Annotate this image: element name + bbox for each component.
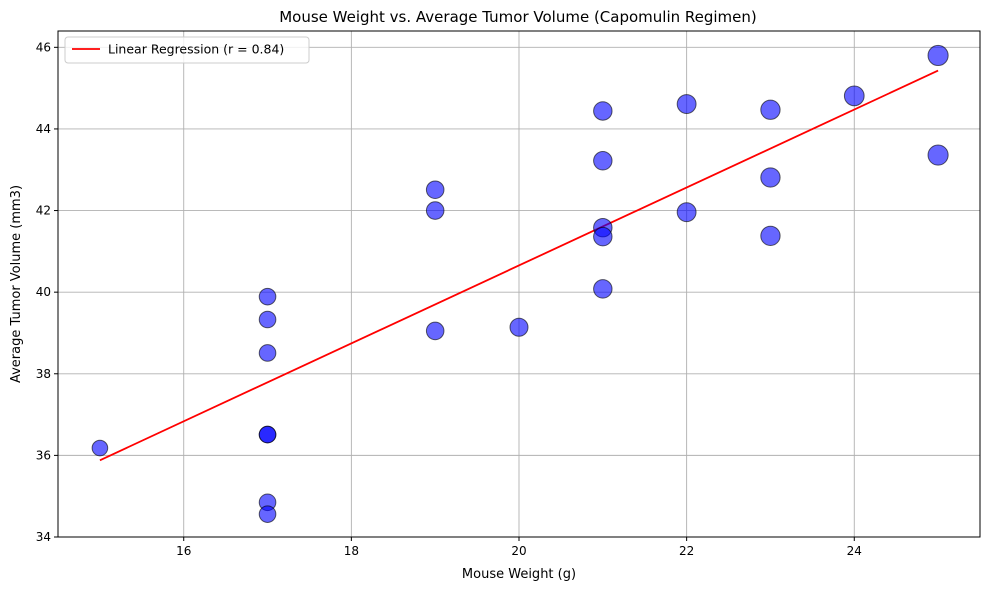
legend-box bbox=[64, 36, 310, 64]
y-tick-label: 34 bbox=[36, 530, 51, 544]
x-tick-label: 20 bbox=[511, 544, 526, 558]
data-points bbox=[91, 44, 949, 523]
data-point bbox=[509, 317, 529, 337]
y-tick-label: 44 bbox=[36, 122, 51, 136]
x-axis-label: Mouse Weight (g) bbox=[462, 567, 576, 582]
data-point bbox=[258, 344, 277, 362]
x-tick-label: 16 bbox=[176, 544, 191, 558]
regression-line bbox=[99, 69, 939, 462]
data-point bbox=[760, 167, 781, 188]
data-point bbox=[91, 439, 109, 457]
data-point bbox=[927, 144, 949, 166]
data-point bbox=[676, 94, 697, 114]
y-axis-label: Average Tumor Volume (mm3) bbox=[9, 185, 24, 383]
data-point bbox=[425, 321, 445, 341]
data-point bbox=[258, 287, 277, 306]
chart-title: Mouse Weight vs. Average Tumor Volume (C… bbox=[279, 8, 757, 26]
y-tick-label: 38 bbox=[36, 367, 51, 381]
legend: Linear Regression (r = 0.84) bbox=[64, 36, 310, 64]
data-point bbox=[927, 44, 949, 67]
data-point bbox=[258, 310, 277, 329]
data-point bbox=[843, 85, 865, 107]
data-point bbox=[760, 99, 781, 120]
data-point bbox=[760, 225, 781, 247]
y-tick-label: 46 bbox=[36, 40, 51, 54]
y-tick-label: 42 bbox=[36, 204, 51, 218]
data-point bbox=[676, 202, 697, 223]
y-tick-label: 40 bbox=[36, 285, 51, 299]
data-point bbox=[425, 180, 445, 200]
y-tick-label: 36 bbox=[36, 448, 51, 462]
data-point bbox=[258, 425, 277, 444]
x-tick-label: 24 bbox=[847, 544, 862, 558]
data-point bbox=[593, 101, 613, 121]
data-point bbox=[593, 151, 613, 171]
data-point bbox=[593, 279, 613, 299]
data-point bbox=[593, 226, 613, 247]
data-point bbox=[258, 505, 277, 523]
legend-label: Linear Regression (r = 0.84) bbox=[108, 42, 284, 57]
data-point bbox=[425, 201, 445, 220]
x-tick-label: 22 bbox=[679, 544, 694, 558]
regression-line-layer bbox=[99, 69, 939, 462]
y-axis-ticks: 34 36 38 40 42 44 46 bbox=[36, 40, 58, 544]
x-tick-label: 18 bbox=[344, 544, 359, 558]
x-axis-ticks: 16 18 20 22 24 bbox=[176, 537, 862, 558]
